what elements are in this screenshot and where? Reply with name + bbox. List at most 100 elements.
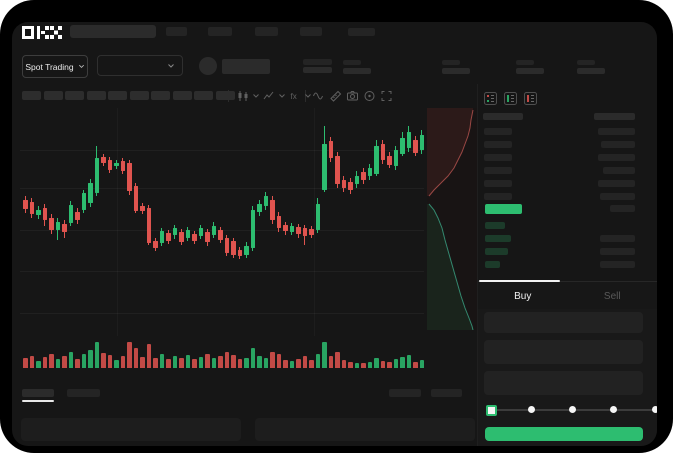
volume-bar [179,358,184,368]
nav-item-placeholder[interactable] [255,27,278,36]
stat-label-placeholder [343,60,361,65]
slider-stop-active[interactable] [485,405,497,416]
chevron-down-icon[interactable] [249,89,262,102]
chart-style-icon[interactable] [262,89,275,102]
pair-dropdown[interactable] [97,55,183,76]
candle-body [270,200,275,220]
bottom-tab-placeholder[interactable] [22,389,54,397]
toolbar-divider [305,90,306,102]
interval-button-placeholder[interactable] [65,91,84,100]
candle-body [185,230,190,238]
wave-icon[interactable] [312,89,325,102]
candle-body [367,168,372,176]
search-bar[interactable] [70,25,156,38]
volume-bar [23,358,28,368]
chart-gridline [20,313,424,314]
chevron-down-icon[interactable] [301,89,314,102]
bid-row-price-placeholder[interactable] [485,222,505,229]
ask-row-price-placeholder[interactable] [484,128,512,135]
amount-input[interactable] [484,340,643,364]
interval-button-placeholder[interactable] [129,91,149,100]
candlestick-chart[interactable] [20,108,424,336]
tab-sell[interactable]: Sell [568,282,658,310]
nav-item-placeholder[interactable] [166,27,187,36]
ask-row-price-placeholder[interactable] [484,193,512,200]
ask-row-price-placeholder[interactable] [484,141,512,148]
candle-body [315,204,320,230]
depth-chart [427,108,478,330]
price-placeholder [303,59,332,65]
indicator-fx-icon[interactable]: fx [288,89,301,102]
volume-bar [283,360,288,368]
bid-row-price-placeholder[interactable] [485,261,500,268]
candle-body [224,238,229,253]
candle-body [393,150,398,166]
interval-button-placeholder[interactable] [194,91,213,100]
submit-buy-button[interactable] [485,427,643,441]
volume-bar [172,356,177,368]
order-form [478,309,657,446]
candle-body [341,180,346,188]
volume-bar [75,359,80,368]
slider-stop[interactable] [527,406,535,413]
bid-row-price-placeholder[interactable] [485,248,508,255]
volume-bar [387,362,392,368]
target-icon[interactable] [363,89,376,102]
bid-row-price-placeholder[interactable] [485,235,511,242]
active-bottom-tab-underline [22,400,54,402]
market-type-dropdown[interactable]: Spot Trading [22,55,88,78]
candle-body [296,227,301,234]
tab-buy[interactable]: Buy [478,280,568,310]
ask-row-amount-placeholder [598,180,635,187]
interval-button-placeholder[interactable] [43,91,63,100]
candle-body [244,246,249,255]
volume-bar [49,354,54,368]
slider-stop[interactable] [569,406,576,413]
chevron-down-icon [78,63,85,70]
volume-bar [185,355,190,368]
camera-icon[interactable] [346,89,359,102]
volume-bar [88,350,93,368]
chevron-down-icon [167,62,175,70]
slider-stop[interactable] [610,406,618,413]
candle-body [29,202,34,214]
price-input[interactable] [484,312,643,333]
interval-button-placeholder[interactable] [22,91,41,100]
interval-button-placeholder[interactable] [86,91,106,100]
candle-body [75,212,80,220]
interval-button-placeholder[interactable] [215,91,235,100]
nav-item-placeholder[interactable] [300,27,322,36]
volume-bar [205,354,210,368]
interval-button-placeholder[interactable] [108,91,127,100]
fullscreen-icon[interactable] [380,89,393,102]
nav-item-placeholder[interactable] [208,27,232,36]
volume-pane [20,338,424,368]
volume-bar [218,356,223,368]
ask-row-price-placeholder[interactable] [484,154,512,161]
candle-body [302,228,307,236]
interval-button-placeholder[interactable] [151,91,170,100]
ask-row-price-placeholder[interactable] [484,167,512,174]
topbar-right-placeholder[interactable] [348,28,375,36]
slider-stop[interactable] [651,406,657,413]
book-asks-icon[interactable] [524,92,537,105]
ruler-icon[interactable] [329,89,342,102]
interval-button-placeholder[interactable] [172,91,192,100]
candles-icon[interactable] [236,89,249,102]
stat-label-placeholder [516,60,534,65]
ask-row-price-placeholder[interactable] [484,180,512,187]
bottom-action-placeholder[interactable] [431,389,462,397]
bottom-tab-placeholder[interactable] [67,389,100,397]
candle-body [42,208,47,220]
last-price-highlight[interactable] [485,204,522,214]
chevron-down-icon[interactable] [275,89,288,102]
price-sub-placeholder [303,67,332,73]
volume-bar [354,363,359,368]
total-input[interactable] [484,371,643,395]
volume-bar [192,359,197,368]
book-both-icon[interactable] [484,92,497,105]
bottom-action-placeholder[interactable] [389,389,421,397]
book-bids-icon[interactable] [504,92,517,105]
ask-row-amount-placeholder [598,154,635,161]
candle-body [218,230,223,240]
